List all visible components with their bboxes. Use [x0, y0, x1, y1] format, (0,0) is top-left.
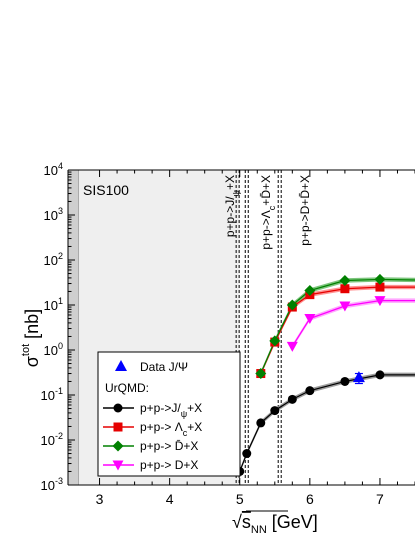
x-tick-label: 6: [306, 491, 314, 507]
y-tick-label: 10-2: [41, 431, 63, 448]
threshold-label-2: p+p->D+D̄+X: [298, 175, 312, 246]
series-2-point-4: [339, 275, 351, 287]
legend-data-label: Data J/Ψ: [140, 360, 188, 374]
series-2-point-2: [286, 299, 298, 311]
series-0-point-4: [287, 394, 297, 404]
y-tick-label: 100: [44, 341, 63, 358]
y-tick-label: 102: [44, 251, 63, 268]
y-tick-label: 101: [44, 296, 63, 313]
threshold-label-1: p+p->Λc+D̄+X: [259, 175, 277, 250]
series-0-point-5: [305, 386, 315, 396]
legend-label-0: p+p->J/ψ+X: [140, 401, 202, 419]
legend-label-2: p+p-> D̄+X: [140, 439, 198, 453]
series-2-point-1: [269, 335, 281, 347]
plot-edge-shade: [68, 170, 79, 485]
legend-label-1: p+p-> Λc+X: [140, 420, 202, 438]
legend-marker-2: [112, 440, 124, 452]
x-tick-label: 5: [236, 491, 244, 507]
series-1-point-5: [375, 282, 385, 292]
series-2-point-0: [255, 368, 267, 380]
threshold-label-0: p+p->J/ψ+X: [223, 175, 241, 237]
y-tick-label: 104: [44, 161, 63, 178]
series-2-point-3: [304, 285, 316, 297]
x-tick-label: 3: [96, 491, 104, 507]
series-3-point-1: [304, 314, 316, 325]
series-0-line: [239, 374, 415, 472]
series-3-band: [292, 298, 415, 349]
series-3-point-0: [286, 341, 298, 352]
series-0-point-3: [270, 406, 280, 416]
series-2-line: [260, 278, 415, 374]
legend-data-marker: [115, 360, 127, 371]
series-3-line: [291, 300, 415, 347]
series-0-point-1: [242, 449, 252, 459]
y-tick-label: 10-3: [41, 476, 63, 493]
x-axis-label: √sNN [GeV]: [232, 512, 318, 536]
y-tick-label: 103: [44, 206, 63, 223]
series-0-point-7: [375, 370, 385, 380]
legend-marker-1: [113, 422, 123, 432]
y-tick-label: 10-1: [41, 386, 63, 403]
x-tick-label: 4: [166, 491, 174, 507]
x-tick-label: 7: [376, 491, 384, 507]
data-point-0: [352, 371, 365, 383]
series-0-point-6: [340, 376, 350, 386]
series-0-point-2: [256, 418, 266, 428]
legend-box: [97, 351, 241, 477]
series-1-point-4: [340, 284, 350, 294]
legend-marker-0: [113, 403, 123, 413]
series-2-point-5: [374, 273, 386, 285]
sis100-label: SIS100: [83, 182, 129, 198]
series-3-point-2: [339, 301, 351, 312]
series-3-point-3: [374, 296, 386, 307]
legend-model-label: UrQMD:: [105, 381, 149, 395]
legend-marker-3: [112, 460, 124, 471]
legend-label-3: p+p-> D+X: [140, 458, 198, 472]
series-0-band: [239, 372, 415, 474]
y-axis-label: σtot [nb]: [20, 309, 42, 367]
